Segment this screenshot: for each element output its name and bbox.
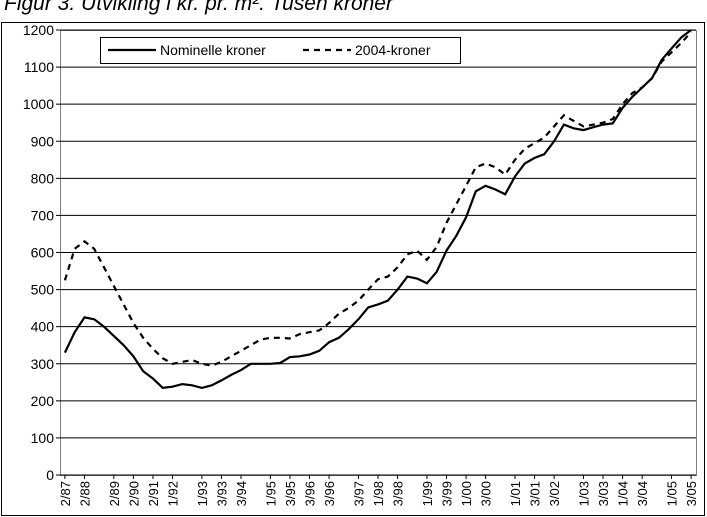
legend-label: Nominelle kroner: [160, 42, 266, 58]
x-tick-label: 3/96: [303, 481, 318, 506]
y-tick-label: 0: [46, 467, 54, 483]
series-line: [63, 29, 692, 390]
x-tick-label: 1/04: [616, 481, 631, 506]
y-tick-label: 1000: [23, 96, 54, 112]
y-tick-label: 700: [31, 207, 55, 223]
x-tick-label: 3/00: [479, 481, 494, 506]
x-tick-label: 2/88: [77, 481, 92, 506]
legend-label: 2004-kroner: [355, 42, 431, 58]
y-tick-label: 1100: [24, 59, 54, 75]
x-tick-label: 1/92: [166, 481, 181, 506]
x-tick-label: 3/99: [439, 481, 454, 506]
legend-box: [100, 37, 461, 64]
series-line: [63, 31, 692, 367]
x-tick-label: 1/01: [508, 481, 523, 506]
x-tick-label: 2/87: [58, 481, 73, 506]
x-tick-label: 1/95: [263, 481, 278, 506]
chart-title: Figur 3. Utvikling i kr. pr. m². Tusen k…: [4, 0, 394, 15]
x-tick-label: 2/90: [126, 481, 141, 506]
x-tick-label: 3/93: [214, 481, 229, 506]
y-tick-label: 200: [31, 393, 55, 409]
x-tick-label: 3/98: [391, 481, 406, 506]
lines: [63, 29, 692, 390]
x-tick-label: 1/98: [371, 481, 386, 506]
x-tick-label: 1/00: [459, 481, 474, 506]
y-tick-label: 800: [31, 170, 55, 186]
y-tick-label: 300: [31, 356, 55, 372]
y-tick-label: 1200: [23, 22, 54, 38]
x-tick-label: 3/02: [547, 481, 562, 506]
chart-frame: [1, 22, 705, 516]
x-tick-label: 1/93: [195, 481, 210, 506]
x-tick-label: 3/01: [528, 481, 543, 506]
y-tick-label: 600: [31, 245, 55, 261]
x-tick-label: 2/89: [107, 481, 122, 506]
y-tick-label: 500: [31, 282, 55, 298]
grid: 0 100 200 300 400 500 600 700 800 900 1000 1100 1200…: [23, 22, 699, 506]
x-tick-label: 3/04: [635, 481, 650, 506]
x-tick-label: 1/99: [420, 481, 435, 506]
y-tick-label: 900: [31, 133, 55, 149]
x-tick-label: 1/03: [576, 481, 591, 506]
y-tick-label: 100: [31, 430, 55, 446]
x-tick-label: 3/95: [283, 481, 298, 506]
y-tick-label: 400: [31, 319, 55, 335]
x-tick-label: 3/96: [322, 481, 337, 506]
x-tick-label: 3/97: [351, 481, 366, 506]
x-tick-label: 3/94: [234, 481, 249, 506]
x-tick-label: 3/05: [684, 481, 699, 506]
x-tick-label: 1/05: [665, 481, 680, 506]
legend: Nominelle kroner 2004-kroner: [100, 37, 461, 64]
x-tick-label: 3/03: [596, 481, 611, 506]
x-tick-label: 2/91: [146, 481, 161, 506]
